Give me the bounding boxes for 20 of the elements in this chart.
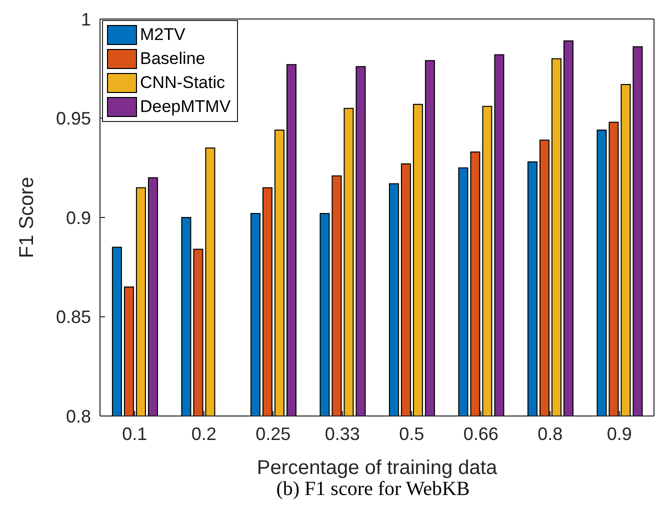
legend-label: CNN-Static xyxy=(140,72,226,94)
y-tick-label: 0.95 xyxy=(56,108,91,129)
legend-label: Baseline xyxy=(140,48,206,70)
y-tick-label: 0.85 xyxy=(56,307,91,328)
x-axis-title: Percentage of training data xyxy=(256,457,498,479)
x-tick-label: 0.33 xyxy=(324,424,360,444)
y-tick-label: 1 xyxy=(80,9,91,30)
x-tick-label: 0.25 xyxy=(256,424,291,444)
x-tick-label: 0.9 xyxy=(606,424,632,444)
y-axis-title: F1 Score xyxy=(16,176,38,258)
legend-label: DeepMTMV xyxy=(140,96,231,118)
x-tick-label: 0.1 xyxy=(122,424,148,444)
x-tick-label: 0.8 xyxy=(538,424,563,444)
x-tick-label: 0.66 xyxy=(463,424,498,444)
legend-label: M2TV xyxy=(140,24,186,46)
y-tick-label: 0.9 xyxy=(66,208,91,228)
y-tick-label: 0.8 xyxy=(66,406,91,426)
x-tick-label: 0.5 xyxy=(399,424,424,444)
text: (b) F1 score for WebKB xyxy=(275,478,471,501)
x-tick-label: 0.2 xyxy=(191,424,216,444)
